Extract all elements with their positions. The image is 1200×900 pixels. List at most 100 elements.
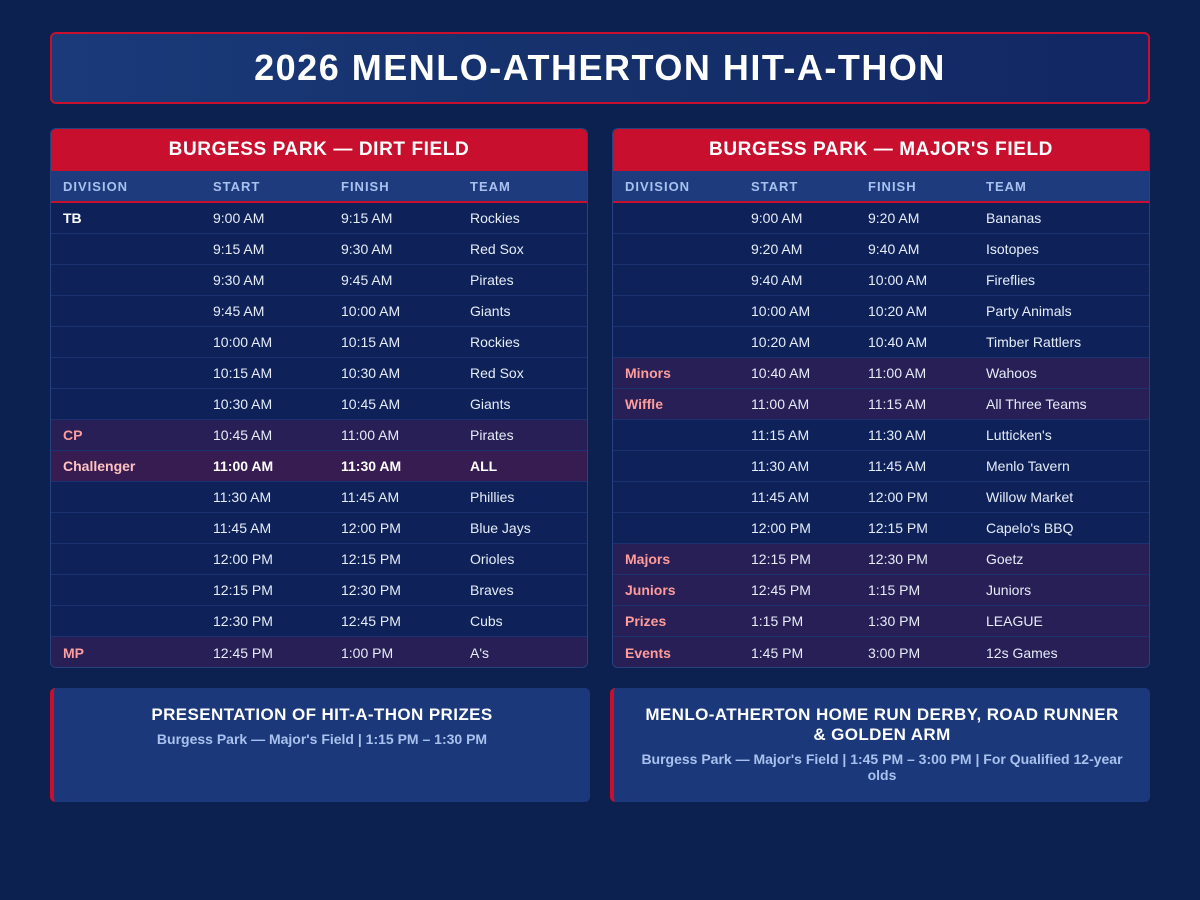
cell-division: Challenger [63, 458, 136, 474]
majors-field-table-body: 9:00 AM 9:20 AM Bananas 9:20 AM 9:40 AM Isoto… [613, 203, 1149, 667]
cell-start: 12:15 PM [751, 551, 811, 567]
cell-start: 10:15 AM [213, 365, 273, 381]
cell-start: 12:00 PM [751, 520, 811, 536]
table-row: 10:30 AM 10:45 AM Giants [51, 389, 587, 420]
cell-team: Party Animals [986, 303, 1072, 319]
table-row: 12:00 PM 12:15 PM Orioles [51, 544, 587, 575]
event-banner: 2026 MENLO-ATHERTON HIT-A-THON [50, 32, 1150, 104]
cell-finish: 11:45 AM [868, 458, 927, 474]
cell-team: Menlo Tavern [986, 458, 1070, 474]
cell-finish: 11:45 AM [341, 489, 400, 505]
cell-finish: 11:00 AM [868, 365, 927, 381]
table-row: 11:45 AM 12:00 PM Blue Jays [51, 513, 587, 544]
cell-start: 1:15 PM [751, 613, 804, 629]
cell-finish: 12:30 PM [868, 551, 928, 567]
cell-division: Minors [625, 365, 671, 381]
cell-team: 12s Games [986, 644, 1058, 661]
cell-start: 11:00 AM [213, 458, 274, 474]
cell-start: 9:30 AM [213, 272, 265, 288]
cell-finish: 12:15 PM [341, 551, 401, 567]
derby-card-title: MENLO-ATHERTON HOME RUN DERBY, ROAD RUNN… [645, 705, 1119, 744]
cell-team: Wahoos [986, 365, 1037, 381]
cell-start: 9:15 AM [213, 241, 265, 257]
cell-start: 12:45 PM [213, 644, 273, 661]
table-row: Prizes 1:15 PM 1:30 PM LEAGUE [613, 606, 1149, 637]
cell-finish: 9:15 AM [341, 210, 393, 226]
cell-team: Braves [470, 582, 514, 598]
table-row: 11:30 AM 11:45 AM Phillies [51, 482, 587, 513]
cell-team: Cubs [470, 613, 503, 629]
cell-team: Rockies [470, 334, 520, 350]
cell-team: Rockies [470, 210, 520, 226]
cell-finish: 10:30 AM [341, 365, 401, 381]
cell-start: 10:00 AM [751, 303, 811, 319]
cell-finish: 9:30 AM [341, 241, 393, 257]
cell-start: 9:00 AM [751, 210, 803, 226]
cell-start: 11:45 AM [751, 489, 810, 505]
cell-division: MP [63, 644, 84, 661]
cell-team: Giants [470, 396, 511, 412]
cell-start: 10:20 AM [751, 334, 811, 350]
cell-finish: 11:00 AM [341, 427, 400, 443]
prizes-card-title: PRESENTATION OF HIT-A-THON PRIZES [151, 705, 493, 724]
cell-division: Events [625, 644, 671, 661]
cell-team: A's [470, 644, 490, 661]
cell-finish: 9:20 AM [868, 210, 920, 226]
table-row: 12:00 PM 12:15 PM Capelo's BBQ [613, 513, 1149, 544]
cell-division: CP [63, 427, 83, 443]
column-header-division: DIVISION [625, 178, 691, 194]
cell-division: Majors [625, 551, 671, 567]
cell-team: Blue Jays [470, 520, 531, 536]
cell-finish: 10:20 AM [868, 303, 928, 319]
cell-team: Giants [470, 303, 511, 319]
page-title: 2026 MENLO-ATHERTON HIT-A-THON [254, 47, 946, 88]
cell-team: Pirates [470, 427, 514, 443]
dirt-field-title: BURGESS PARK — DIRT FIELD [51, 129, 587, 171]
cell-start: 11:30 AM [751, 458, 810, 474]
prizes-presentation-card: PRESENTATION OF HIT-A-THON PRIZES Burges… [50, 688, 590, 802]
cell-division: Juniors [625, 582, 676, 598]
table-row: Challenger 11:00 AM 11:30 AM ALL [51, 451, 587, 482]
table-row: 11:30 AM 11:45 AM Menlo Tavern [613, 451, 1149, 482]
table-row: 12:15 PM 12:30 PM Braves [51, 575, 587, 606]
cell-division: TB [63, 210, 82, 226]
table-row: TB 9:00 AM 9:15 AM Rockies [51, 203, 587, 234]
table-row: 9:15 AM 9:30 AM Red Sox [51, 234, 587, 265]
table-row: 12:30 PM 12:45 PM Cubs [51, 606, 587, 637]
majors-field-table-header: DIVISION START FINISH TEAM [613, 171, 1149, 203]
cell-team: Timber Rattlers [986, 334, 1082, 350]
cell-division: Wiffle [625, 396, 663, 412]
table-row: MP 12:45 PM 1:00 PM A's [51, 637, 587, 667]
cell-start: 10:45 AM [213, 427, 273, 443]
table-row: 9:00 AM 9:20 AM Bananas [613, 203, 1149, 234]
table-row: 9:30 AM 9:45 AM Pirates [51, 265, 587, 296]
cell-finish: 10:15 AM [341, 334, 401, 350]
dirt-field-schedule-panel: BURGESS PARK — DIRT FIELD DIVISION START… [50, 128, 588, 668]
dirt-field-table-header: DIVISION START FINISH TEAM [51, 171, 587, 203]
table-row: 10:20 AM 10:40 AM Timber Rattlers [613, 327, 1149, 358]
cell-finish: 3:00 PM [868, 644, 921, 661]
cell-finish: 10:45 AM [341, 396, 401, 412]
cell-team: All Three Teams [986, 396, 1087, 412]
table-row: Events 1:45 PM 3:00 PM 12s Games [613, 637, 1149, 667]
cell-team: Juniors [986, 582, 1032, 598]
cell-finish: 1:00 PM [341, 644, 394, 661]
cell-finish: 9:40 AM [868, 241, 920, 257]
cell-start: 11:00 AM [751, 396, 810, 412]
table-row: Wiffle 11:00 AM 11:15 AM All Three Teams [613, 389, 1149, 420]
cell-team: Isotopes [986, 241, 1039, 257]
column-header-team: TEAM [986, 178, 1027, 194]
cell-start: 12:45 PM [751, 582, 811, 598]
cell-team: Red Sox [470, 365, 524, 381]
cell-start: 12:30 PM [213, 613, 273, 629]
table-row: 10:00 AM 10:20 AM Party Animals [613, 296, 1149, 327]
cell-finish: 10:40 AM [868, 334, 928, 350]
cell-team: LEAGUE [986, 613, 1043, 629]
cell-finish: 12:15 PM [868, 520, 928, 536]
cell-division: Prizes [625, 613, 667, 629]
cell-start: 9:20 AM [751, 241, 803, 257]
derby-card-details: Burgess Park — Major's Field | 1:45 PM –… [641, 751, 1123, 783]
cell-finish: 12:00 PM [868, 489, 928, 505]
cell-finish: 10:00 AM [341, 303, 401, 319]
cell-start: 9:45 AM [213, 303, 265, 319]
